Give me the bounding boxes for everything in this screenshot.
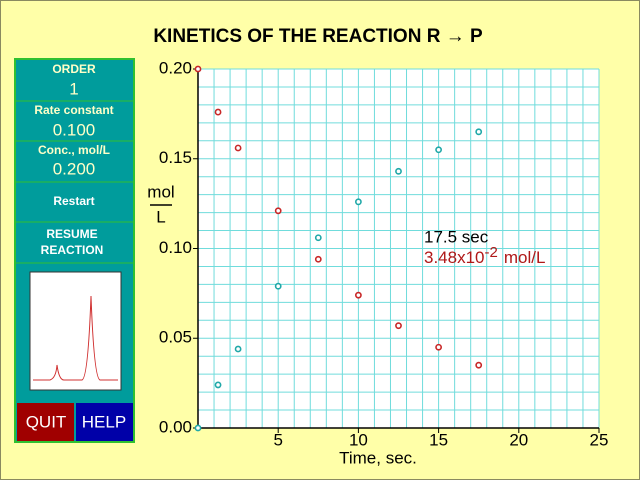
data-point: [475, 128, 483, 136]
marks: [194, 65, 483, 432]
data-point: [214, 108, 222, 116]
quit-button[interactable]: QUIT: [17, 403, 74, 441]
resume-bg[interactable]: [16, 223, 133, 262]
data-point: [214, 381, 222, 389]
annotation-conc: 3.48x10-2 mol/L: [424, 244, 545, 268]
control-panel: ORDER 1 Rate constant 0.100 Conc., mol/L…: [14, 58, 135, 443]
quit-bg[interactable]: [17, 403, 74, 441]
chromatogram-box: [29, 271, 122, 391]
data-point: [435, 343, 442, 351]
data-point: [395, 167, 402, 175]
resume-button[interactable]: RESUME REACTION: [16, 223, 133, 262]
data-point: [274, 207, 282, 215]
conc-label: Conc., mol/L: [38, 143, 110, 157]
x-tick-label: 10: [349, 430, 368, 449]
restart-bg[interactable]: [16, 183, 133, 221]
x-tick-label: 20: [509, 430, 528, 449]
data-point: [274, 282, 282, 290]
y-axis-label: L: [156, 207, 165, 226]
y-tick-label: 0.00: [159, 417, 192, 436]
title: KINETICS OF THE REACTION R → P: [153, 26, 483, 47]
annotation-time: 17.5 sec: [424, 227, 489, 246]
help-button[interactable]: HELP: [76, 403, 133, 441]
help-bg[interactable]: [76, 403, 133, 441]
rate-value: 0.100: [53, 120, 96, 139]
grid: [193, 68, 600, 433]
data-point: [395, 322, 402, 330]
resume-label[interactable]: RESUME: [46, 227, 97, 241]
y-tick-label: 0.05: [159, 328, 192, 347]
data-point: [234, 144, 242, 152]
data-point: [234, 345, 242, 353]
y-axis-label: mol: [147, 182, 174, 201]
data-point: [194, 65, 202, 73]
y-tick-label: 0.15: [159, 148, 192, 167]
data-point: [314, 255, 322, 263]
help-label[interactable]: HELP: [82, 412, 126, 431]
data-point: [475, 361, 483, 369]
restart-button[interactable]: Restart: [16, 183, 133, 221]
x-tick-label: 25: [590, 430, 609, 449]
rate-label: Rate constant: [34, 103, 113, 117]
x-axis-label: Time, sec.: [339, 448, 417, 467]
y-tick-label: 0.20: [159, 58, 192, 77]
resume-label[interactable]: REACTION: [41, 243, 104, 257]
x-tick-label: 15: [429, 430, 448, 449]
data-point: [354, 198, 362, 206]
order-label: ORDER: [52, 62, 96, 76]
data-point: [435, 146, 442, 154]
data-point: [314, 234, 322, 242]
order-value: 1: [69, 79, 78, 98]
x-tick-label: 5: [273, 430, 282, 449]
conc-unit: mol/L: [504, 248, 546, 267]
data-point: [354, 291, 362, 299]
chromatogram-trace: [33, 295, 118, 381]
y-tick-label: 0.10: [159, 238, 192, 257]
quit-label[interactable]: QUIT: [26, 412, 67, 431]
conc-mantissa: 3.48x10: [424, 248, 485, 267]
data-point: [194, 424, 202, 432]
conc-exponent: -2: [485, 244, 498, 261]
conc-value: 0.200: [53, 159, 96, 178]
restart-label[interactable]: Restart: [53, 194, 94, 208]
